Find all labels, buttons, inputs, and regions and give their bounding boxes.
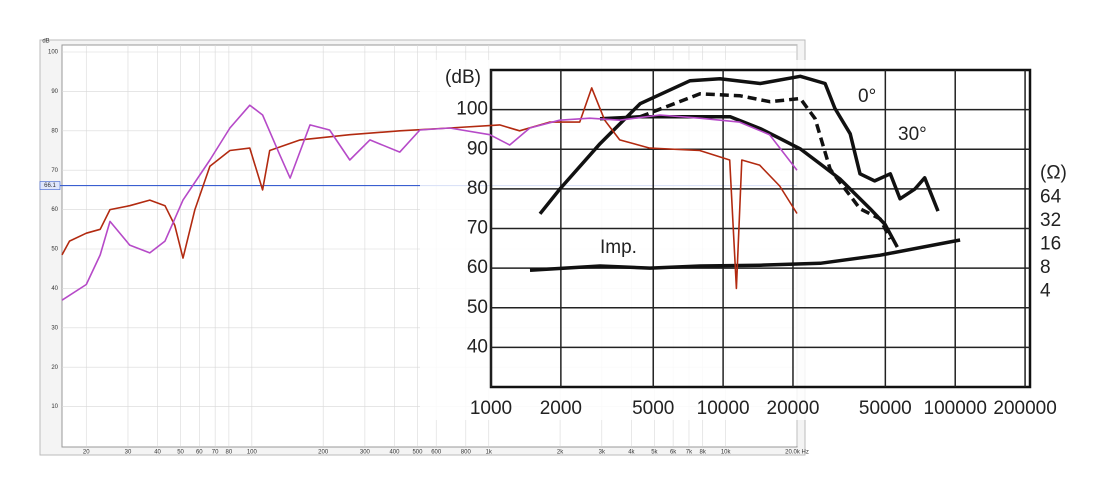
x-tick-label: 1k [486, 450, 493, 456]
y-axis-label: dB [42, 39, 49, 45]
x-tick-label: 20.0k Hz [785, 450, 809, 456]
y-tick-label: 10 [51, 404, 58, 410]
series-line [639, 92, 892, 240]
y-tick-label: 50 [51, 247, 58, 253]
series-label: Imp. [600, 237, 637, 258]
x-tick-label: 200000 [993, 398, 1056, 419]
y-tick-label: 50 [467, 297, 488, 318]
datasheet-chart: 40 50 60 70 80 90 100 1000 2000 5000 10000 20000 500… [445, 67, 1067, 419]
y2-tick-label: 8 [1040, 257, 1051, 278]
y-tick-label: 80 [467, 178, 488, 199]
series-line [61, 87, 798, 290]
x-tick-label: 80 [226, 450, 233, 456]
y-tick-label: 40 [51, 286, 58, 292]
y2-axis-label: (Ω) [1040, 163, 1067, 184]
series-label: 30° [898, 124, 927, 145]
x-tick-label: 60 [196, 450, 203, 456]
overlay-background [420, 60, 1107, 420]
x-tick-label: 6k [670, 450, 677, 456]
x-tick-label: 5000 [632, 398, 674, 419]
x-tick-label: 1000 [470, 398, 512, 419]
x-tick-label: 7k [686, 450, 693, 456]
series-line [61, 104, 798, 301]
y2-tick-label: 64 [1040, 187, 1062, 208]
x-tick-label: 50 [177, 450, 184, 456]
x-tick-label: 8k [700, 450, 707, 456]
x-tick-label: 70 [212, 450, 219, 456]
series-label: 0° [858, 86, 876, 107]
x-tick-label: 40 [154, 450, 161, 456]
y-tick-label: 60 [467, 257, 488, 278]
reference-label: 66.1 [44, 183, 56, 189]
x-tick-label: 50000 [859, 398, 912, 419]
x-tick-label: 600 [431, 450, 442, 456]
y-tick-label: 70 [51, 168, 58, 174]
x-tick-label: 4k [628, 450, 635, 456]
x-tick-label: 2k [557, 450, 564, 456]
y-tick-label: 90 [467, 138, 488, 159]
x-tick-label: 30 [125, 450, 132, 456]
reference-label-box [39, 181, 61, 190]
x-tick-label: 500 [412, 450, 423, 456]
y-tick-label: 40 [467, 336, 488, 357]
x-tick-label: 10k [721, 450, 732, 456]
y-tick-label: 90 [51, 89, 58, 95]
y-tick-label: 100 [456, 99, 488, 120]
y-tick-label: 100 [48, 50, 59, 56]
y-tick-label: 80 [51, 128, 58, 134]
x-tick-label: 300 [360, 450, 371, 456]
y-tick-label: 20 [51, 365, 58, 371]
x-tick-label: 2000 [540, 398, 582, 419]
y-tick-label: 70 [467, 218, 488, 239]
x-tick-label: 20 [83, 450, 90, 456]
y-tick-label: 30 [51, 325, 58, 331]
measurement-curves [61, 87, 798, 301]
x-tick-label: 100 [247, 450, 258, 456]
x-tick-label: 5k [651, 450, 658, 456]
y2-tick-label: 4 [1040, 281, 1051, 302]
y-tick-label: 60 [51, 207, 58, 213]
x-tick-label: 3k [599, 450, 606, 456]
x-tick-label: 200 [318, 450, 329, 456]
y2-tick-label: 32 [1040, 210, 1061, 231]
y2-tick-label: 16 [1040, 234, 1061, 255]
x-tick-label: 100000 [924, 398, 987, 419]
series-line [538, 74, 940, 215]
x-tick-label: 20000 [767, 398, 820, 419]
x-tick-label: 10000 [697, 398, 750, 419]
x-tick-label: 400 [389, 450, 400, 456]
y-axis-label: (dB) [445, 67, 481, 88]
x-tick-label: 800 [461, 450, 472, 456]
series-line [529, 238, 961, 273]
